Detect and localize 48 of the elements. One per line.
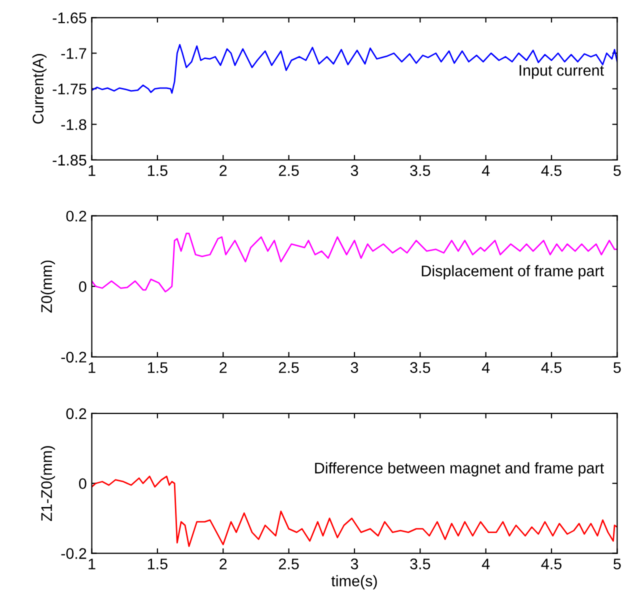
x-tick-label: 4 [482, 558, 490, 570]
annotation: Displacement of frame part [422, 265, 604, 280]
x-tick-label: 4.5 [541, 165, 562, 176]
line-series [92, 476, 618, 547]
x-tick-label: 4.5 [541, 558, 562, 570]
x-axis-title: time(s) [331, 575, 377, 590]
x-tick-label: 4 [482, 362, 490, 373]
x-tick-label: 1.5 [148, 558, 168, 570]
y-tick-label: -1.8 [61, 119, 86, 130]
x-tick-label: 3 [350, 558, 358, 570]
x-tick-label: 2 [220, 558, 227, 570]
x-tick-label: 1 [88, 558, 96, 570]
x-tick-label: 1.5 [148, 165, 168, 176]
x-tick-label: 2.5 [278, 165, 299, 176]
x-tick-label: 1.5 [148, 362, 168, 373]
x-tick-label: 2 [220, 165, 227, 176]
x-tick-label: 3.5 [410, 165, 430, 176]
y-tick-label: -0.2 [61, 548, 86, 559]
annotation: Difference between magnet and frame part [315, 462, 604, 476]
annotation: Input current [520, 65, 604, 79]
x-tick-label: 4 [482, 165, 490, 176]
x-tick-label: 3 [350, 165, 358, 176]
y-axis-title: Z0(mm) [40, 260, 56, 313]
y-tick-label: -0.2 [61, 352, 86, 363]
line-series [92, 232, 618, 292]
y-tick-label: 0 [79, 478, 86, 490]
x-tick-label: 3 [350, 362, 358, 373]
x-tick-label: 1 [88, 362, 96, 373]
line-series [92, 44, 618, 94]
y-tick-label: -1.75 [52, 84, 86, 94]
y-axis-title: Current(A) [32, 54, 47, 124]
x-tick-label: 2.5 [278, 362, 299, 373]
x-tick-label: 3.5 [410, 558, 430, 570]
x-tick-label: 5 [614, 165, 621, 176]
y-tick-label: -1.7 [61, 48, 86, 59]
y-tick-label: 0 [79, 281, 86, 292]
x-tick-label: 1 [88, 165, 96, 176]
x-tick-label: 2.5 [278, 558, 299, 570]
x-tick-label: 2 [220, 362, 227, 373]
y-tick-label: -1.65 [52, 12, 86, 24]
y-axis-title: Z1-Z0(mm) [40, 446, 56, 522]
x-tick-label: 3.5 [410, 362, 430, 373]
y-tick-label: -1.85 [52, 154, 86, 166]
x-tick-label: 5 [614, 362, 621, 373]
y-tick-label: 0.2 [66, 210, 86, 222]
y-tick-label: 0.2 [66, 408, 86, 420]
x-tick-label: 5 [614, 558, 621, 570]
x-tick-label: 4.5 [541, 362, 562, 373]
